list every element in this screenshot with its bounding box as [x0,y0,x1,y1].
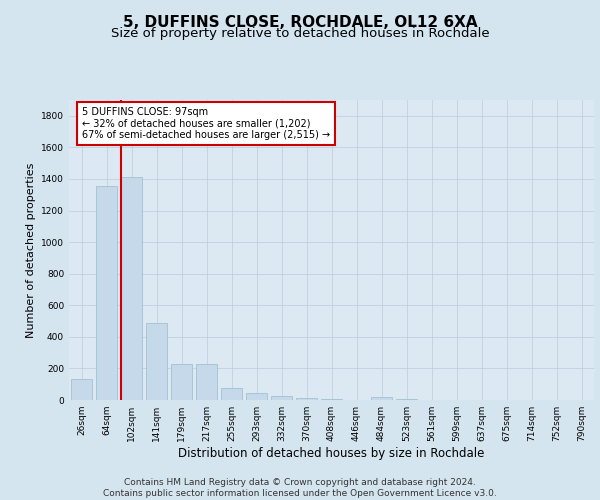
Bar [196,364,217,400]
Bar [321,399,342,400]
X-axis label: Distribution of detached houses by size in Rochdale: Distribution of detached houses by size … [178,447,485,460]
Bar [71,378,92,400]
Text: Contains HM Land Registry data © Crown copyright and database right 2024.
Contai: Contains HM Land Registry data © Crown c… [103,478,497,498]
Bar [171,364,192,400]
Text: 5 DUFFINS CLOSE: 97sqm
← 32% of detached houses are smaller (1,202)
67% of semi-: 5 DUFFINS CLOSE: 97sqm ← 32% of detached… [82,107,330,140]
Bar [96,186,117,400]
Bar [146,322,167,400]
Text: Size of property relative to detached houses in Rochdale: Size of property relative to detached ho… [110,28,490,40]
Bar [246,393,267,400]
Bar [396,399,417,400]
Bar [221,388,242,400]
Bar [371,397,392,400]
Bar [271,396,292,400]
Bar [296,398,317,400]
Y-axis label: Number of detached properties: Number of detached properties [26,162,35,338]
Text: 5, DUFFINS CLOSE, ROCHDALE, OL12 6XA: 5, DUFFINS CLOSE, ROCHDALE, OL12 6XA [122,15,478,30]
Bar [121,176,142,400]
